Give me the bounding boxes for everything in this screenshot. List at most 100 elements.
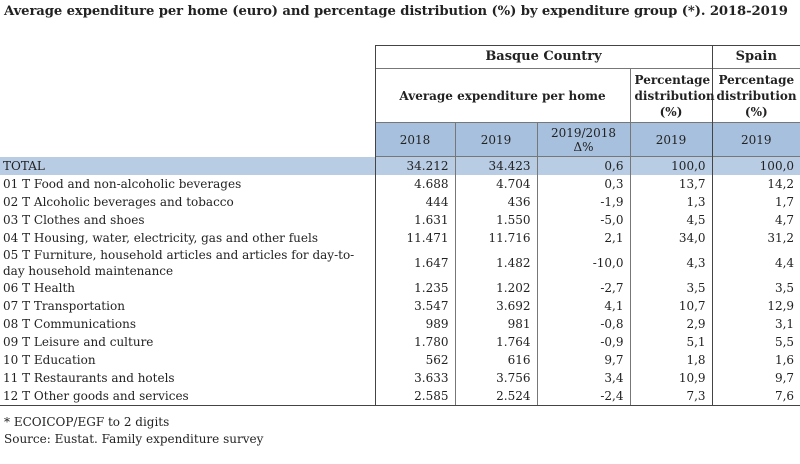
row-label: 01 T Food and non-alcoholic beverages	[3, 177, 242, 191]
cell: 1,6	[711, 351, 800, 369]
cell: 7,6	[711, 387, 800, 406]
cell: 616	[454, 351, 537, 369]
cell: 5,5	[711, 333, 800, 351]
table-row: 08 T Communications 989 981 -0,8 2,9 3,1	[0, 315, 800, 333]
cell: 1.780	[374, 333, 455, 351]
column-header: 2019/2018 Δ%	[536, 122, 630, 157]
cell: 100,0	[711, 156, 800, 175]
row-label: 05 T Furniture, household articles and a…	[3, 248, 355, 278]
cell: 3,5	[711, 279, 800, 297]
row-label: 03 T Clothes and shoes	[3, 213, 145, 227]
cell: 10,7	[629, 297, 713, 315]
cell: 100,0	[629, 156, 713, 175]
row-label: 04 T Housing, water, electricity, gas an…	[3, 231, 318, 245]
table-title: Average expenditure per home (euro) and …	[4, 4, 788, 19]
cell: 989	[374, 315, 455, 333]
cell: 562	[374, 351, 455, 369]
cell: -0,8	[536, 315, 630, 333]
cell: 1.482	[454, 247, 537, 279]
cell: 1.647	[374, 247, 455, 279]
cell: 12,9	[711, 297, 800, 315]
cell: -2,4	[536, 387, 630, 406]
cell: 11.716	[454, 229, 537, 247]
expenditure-table: Basque Country Spain Average expenditure…	[0, 45, 800, 406]
cell: 0,6	[536, 156, 630, 175]
cell: 10,9	[629, 369, 713, 387]
cell: 4.688	[374, 175, 455, 193]
cell: 2,1	[536, 229, 630, 247]
cell: 4,7	[711, 211, 800, 229]
table-row: 07 T Transportation 3.547 3.692 4,1 10,7 12,9	[0, 297, 800, 315]
note: Source: Eustat. Family expenditure surve…	[4, 432, 264, 446]
row-label: 11 T Restaurants and hotels	[3, 371, 175, 385]
row-label: 10 T Education	[3, 353, 96, 367]
cell: 0,3	[536, 175, 630, 193]
cell: 1.764	[454, 333, 537, 351]
cell: 1.202	[454, 279, 537, 297]
table-row: 10 T Education 562 616 9,7 1,8 1,6	[0, 351, 800, 369]
cell: -5,0	[536, 211, 630, 229]
cell: 3.547	[374, 297, 455, 315]
cell: 34.423	[454, 156, 537, 175]
cell: 4,5	[629, 211, 713, 229]
cell: 1,7	[711, 193, 800, 211]
cell: 3,1	[711, 315, 800, 333]
row-label: 06 T Health	[3, 281, 76, 295]
cell: 7,3	[629, 387, 713, 406]
table-row: 05 T Furniture, household articles and a…	[0, 247, 800, 279]
cell: 3.756	[454, 369, 537, 387]
row-label: 09 T Leisure and culture	[3, 335, 154, 349]
table-row: 12 T Other goods and services 2.585 2.524-…	[0, 387, 800, 406]
cell: 13,7	[629, 175, 713, 193]
cell: 1.631	[374, 211, 455, 229]
cell: 34,0	[629, 229, 713, 247]
cell: 1,3	[629, 193, 713, 211]
cell: 2.585	[374, 387, 455, 406]
cell: 14,2	[711, 175, 800, 193]
cell: 3,4	[536, 369, 630, 387]
note: * ECOICOP/EGF to 2 digits	[4, 415, 170, 429]
cell: 3,5	[629, 279, 713, 297]
cell: 34.212	[374, 156, 455, 175]
column-header: 2019	[629, 122, 713, 157]
cell: 9,7	[711, 369, 800, 387]
region-header: Spain	[711, 45, 800, 69]
cell: 4,3	[629, 247, 713, 279]
table-row: 11 T Restaurants and hotels 3.633 3.756 3,4…	[0, 369, 800, 387]
cell: 2.524	[454, 387, 537, 406]
cell: 981	[454, 315, 537, 333]
cell: -2,7	[536, 279, 630, 297]
table-row: 02 T Alcoholic beverages and tobacco 444 4…	[0, 193, 800, 211]
row-label: TOTAL	[0, 156, 375, 175]
table-row: TOTAL 34.212 34.423 0,6 100,0 100,0	[0, 156, 800, 175]
cell: 1.235	[374, 279, 455, 297]
column-header: 2019	[454, 122, 537, 157]
cell: 436	[454, 193, 537, 211]
cell: 9,7	[536, 351, 630, 369]
row-label: 12 T Other goods and services	[0, 387, 375, 406]
column-header: 2018	[374, 122, 455, 157]
table-row: 03 T Clothes and shoes 1.631 1.550 -5,0 4,5 4…	[0, 211, 800, 229]
cell: 5,1	[629, 333, 713, 351]
group-header: Average expenditure per home	[374, 68, 630, 123]
cell: 2,9	[629, 315, 713, 333]
cell: 1.550	[454, 211, 537, 229]
row-label: 08 T Communications	[3, 317, 137, 331]
cell: -0,9	[536, 333, 630, 351]
group-header: Percentage distribution (%)	[629, 68, 715, 123]
region-header: Basque Country	[374, 45, 713, 69]
cell: -10,0	[536, 247, 630, 279]
row-label: 07 T Transportation	[3, 299, 125, 313]
cell: 31,2	[711, 229, 800, 247]
row-label: 02 T Alcoholic beverages and tobacco	[3, 195, 234, 209]
cell: 4,4	[711, 247, 800, 279]
column-header: 2019	[711, 122, 800, 157]
cell: 11.471	[374, 229, 455, 247]
table-row: 04 T Housing, water, electricity, gas an…	[0, 229, 800, 247]
group-header: Percentage distribution (%)	[711, 68, 800, 123]
notes: * ECOICOP/EGF to 2 digits Source: Eustat.…	[4, 414, 263, 448]
cell: 3.633	[374, 369, 455, 387]
cell: 444	[374, 193, 455, 211]
cell: -1,9	[536, 193, 630, 211]
cell: 4,1	[536, 297, 630, 315]
